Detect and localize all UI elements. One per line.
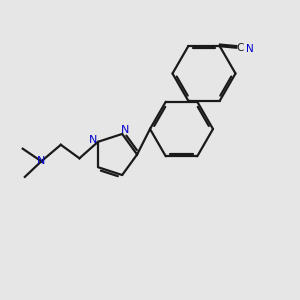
Text: N: N: [37, 156, 46, 166]
Text: N: N: [121, 125, 129, 135]
Text: N: N: [89, 135, 98, 145]
Text: N: N: [246, 44, 253, 54]
Text: C: C: [236, 43, 244, 53]
